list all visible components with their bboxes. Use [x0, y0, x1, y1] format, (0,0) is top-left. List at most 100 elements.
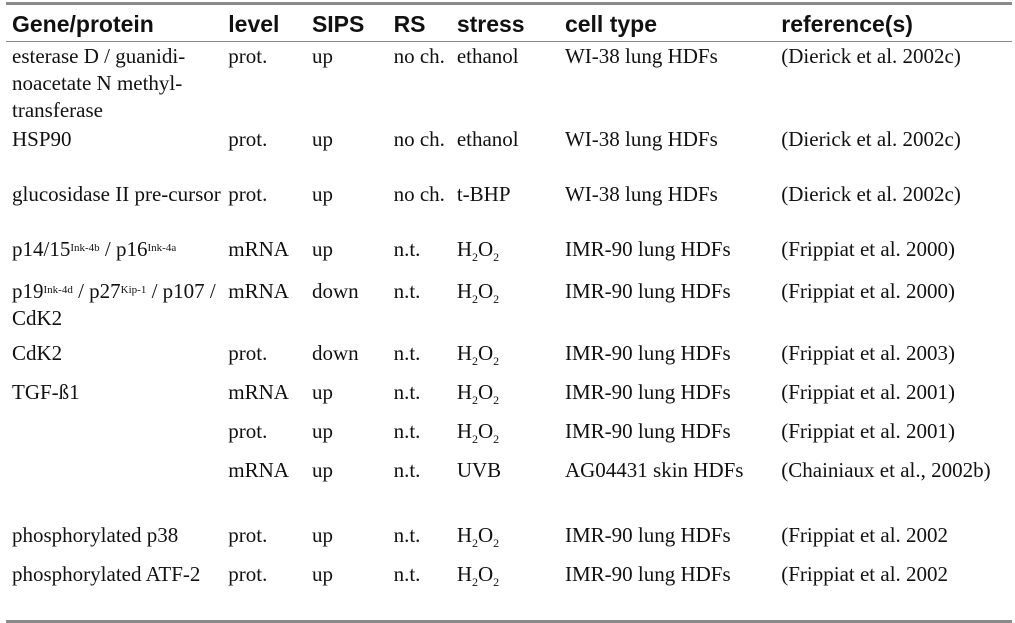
cell-type-cell: IMR-90 lung HDFs [564, 523, 731, 547]
gene-text: / p107 / CdK2 [12, 279, 216, 330]
table-row: TGF-ß1 mRNA up n.t. H2O2 IMR-90 lung HDF… [6, 373, 1012, 412]
formula-sub: 2 [493, 250, 500, 264]
level-cell: prot. [228, 182, 268, 206]
reference-cell: (Chainiaux et al., 2002b) [781, 458, 991, 482]
header-rule [6, 41, 1012, 42]
level-cell: prot. [228, 127, 268, 151]
sips-cell: up [311, 523, 333, 547]
level-cell: mRNA [228, 380, 289, 404]
sips-cell: up [311, 380, 333, 404]
gene-cell: HSP90 [12, 127, 72, 151]
cell-type-cell: WI-38 lung HDFs [564, 182, 718, 206]
gene-superscript: Ink-4a [147, 242, 177, 254]
stress-cell: H2O2 [451, 555, 559, 618]
gene-superscript: Ink-4d [43, 284, 73, 296]
formula-sub: 2 [493, 292, 500, 306]
cell-type-cell: WI-38 lung HDFs [564, 127, 718, 151]
stress-cell: t-BHP [456, 182, 511, 206]
formula-h: H [456, 523, 472, 547]
formula-o: O [477, 380, 494, 404]
table-row: esterase D / guanidi-noacetate N methyl-… [6, 42, 1012, 125]
table-row: mRNA up n.t. UVB AG04431 skin HDFs (Chai… [6, 451, 1012, 516]
rs-cell: n.t. [393, 237, 421, 261]
reference-cell: (Frippiat et al. 2001) [781, 419, 956, 443]
formula-sub: 2 [493, 575, 500, 589]
gene-text: p14/15 [12, 237, 71, 261]
level-cell: mRNA [228, 279, 289, 303]
gene-cell [6, 412, 222, 451]
reference-cell: (Frippiat et al. 2000) [781, 237, 956, 261]
stress-cell: H2O2 [451, 334, 559, 373]
stress-cell: H2O2 [451, 373, 559, 412]
gene-cell: TGF-ß1 [12, 380, 80, 404]
gene-cell: p19Ink-4d / p27Kip-1 / p107 / CdK2 [6, 274, 222, 334]
cell-type-cell: IMR-90 lung HDFs [564, 562, 731, 586]
sips-cell: down [311, 279, 359, 303]
level-cell: prot. [228, 44, 268, 68]
table-row: phosphorylated ATF-2 prot. up n.t. H2O2 … [6, 555, 1012, 618]
data-table-container: Gene/protein level SIPS RS stress cell t… [6, 2, 1012, 623]
stress-cell: ethanol [456, 127, 519, 151]
cell-type-cell: IMR-90 lung HDFs [564, 341, 731, 365]
table-top-rule [6, 2, 1012, 5]
stress-cell: UVB [456, 458, 502, 482]
gene-cell: phosphorylated ATF-2 [12, 562, 201, 586]
gene-expression-table: Gene/protein level SIPS RS stress cell t… [6, 5, 1012, 618]
formula-sub: 2 [471, 575, 478, 589]
sips-cell: up [311, 182, 333, 206]
stress-cell: H2O2 [451, 516, 559, 555]
rs-cell: n.t. [393, 562, 421, 586]
sips-cell: up [311, 237, 333, 261]
level-cell: prot. [228, 562, 268, 586]
gene-text: / p27 [72, 279, 121, 303]
gene-cell: glucosidase II pre-cursor [12, 182, 221, 206]
sips-cell: up [311, 127, 333, 151]
formula-sub: 2 [471, 393, 478, 407]
level-cell: mRNA [228, 237, 289, 261]
level-cell: prot. [228, 341, 268, 365]
sips-cell: up [311, 44, 333, 68]
rs-cell: n.t. [393, 380, 421, 404]
cell-type-cell: IMR-90 lung HDFs [564, 419, 731, 443]
formula-sub: 2 [493, 536, 500, 550]
cell-type-cell: AG04431 skin HDFs [564, 458, 744, 482]
stress-cell: ethanol [456, 44, 519, 68]
stress-cell: H2O2 [451, 235, 559, 274]
cell-type-cell: WI-38 lung HDFs [564, 44, 718, 68]
header-references: reference(s) [781, 10, 913, 37]
formula-sub: 2 [471, 354, 478, 368]
gene-cell: p14/15Ink-4b / p16Ink-4a [6, 235, 222, 274]
formula-sub: 2 [471, 292, 478, 306]
cell-type-cell: IMR-90 lung HDFs [564, 237, 731, 261]
formula-h: H [456, 380, 472, 404]
gene-text: p19 [12, 279, 44, 303]
formula-sub: 2 [493, 354, 500, 368]
formula-o: O [477, 279, 494, 303]
reference-cell: (Dierick et al. 2002c) [781, 44, 961, 68]
gene-text: / p16 [99, 237, 148, 261]
gene-superscript: Ink-4b [70, 242, 100, 254]
formula-o: O [477, 562, 494, 586]
reference-cell: (Frippiat et al. 2002 [781, 523, 949, 547]
gene-cell: CdK2 [12, 341, 63, 365]
header-cell-type: cell type [564, 10, 657, 37]
formula-o: O [477, 341, 494, 365]
formula-sub: 2 [471, 250, 478, 264]
formula-sub: 2 [493, 432, 500, 446]
rs-cell: n.t. [393, 523, 421, 547]
formula-h: H [456, 562, 472, 586]
table-row: prot. up n.t. H2O2 IMR-90 lung HDFs (Fri… [6, 412, 1012, 451]
reference-cell: (Dierick et al. 2002c) [781, 182, 961, 206]
formula-o: O [477, 419, 494, 443]
gene-superscript: Kip-1 [120, 284, 147, 296]
header-sips: SIPS [311, 10, 365, 37]
table-row: p19Ink-4d / p27Kip-1 / p107 / CdK2 mRNA … [6, 274, 1012, 334]
cell-type-cell: IMR-90 lung HDFs [564, 279, 731, 303]
formula-h: H [456, 341, 472, 365]
header-gene-protein: Gene/protein [12, 10, 154, 37]
sips-cell: up [311, 458, 333, 482]
sips-cell: up [311, 419, 333, 443]
reference-cell: (Frippiat et al. 2002 [781, 562, 949, 586]
sips-cell: up [311, 562, 333, 586]
formula-h: H [456, 419, 472, 443]
